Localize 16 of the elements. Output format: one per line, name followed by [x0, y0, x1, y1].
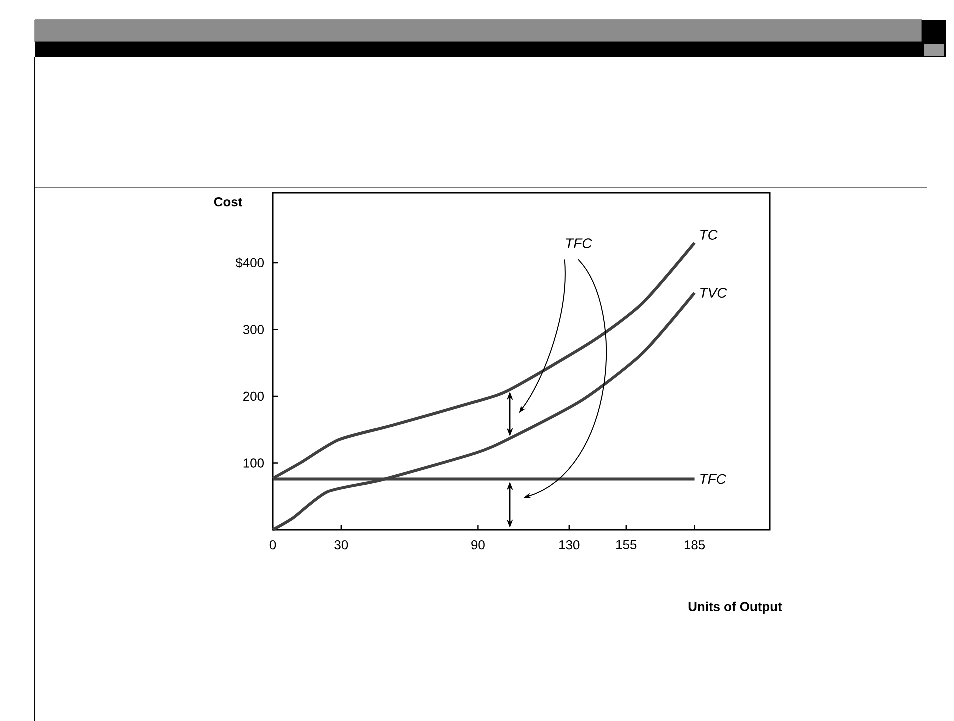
x-tick-label: 130 [560, 540, 580, 550]
y-tick-label: $400 [236, 258, 264, 268]
y-axis-title: Cost [214, 197, 243, 207]
series-label: TC [700, 230, 718, 240]
x-tick-label: 185 [684, 540, 706, 550]
x-tick-label: 0 [270, 540, 276, 550]
y-tick-label: 200 [244, 392, 264, 402]
x-tick-label: 155 [616, 540, 637, 550]
y-tick-label: 300 [243, 325, 264, 334]
y-tick-label: 100 [244, 458, 264, 468]
annotation: TFC [566, 238, 592, 248]
x-tick-label: 90 [472, 540, 485, 550]
series-label: TVC [700, 288, 728, 298]
x-axis-title: Units of Output [688, 602, 782, 614]
x-tick-label: 30 [334, 540, 348, 550]
series-label: TFC [700, 474, 726, 484]
